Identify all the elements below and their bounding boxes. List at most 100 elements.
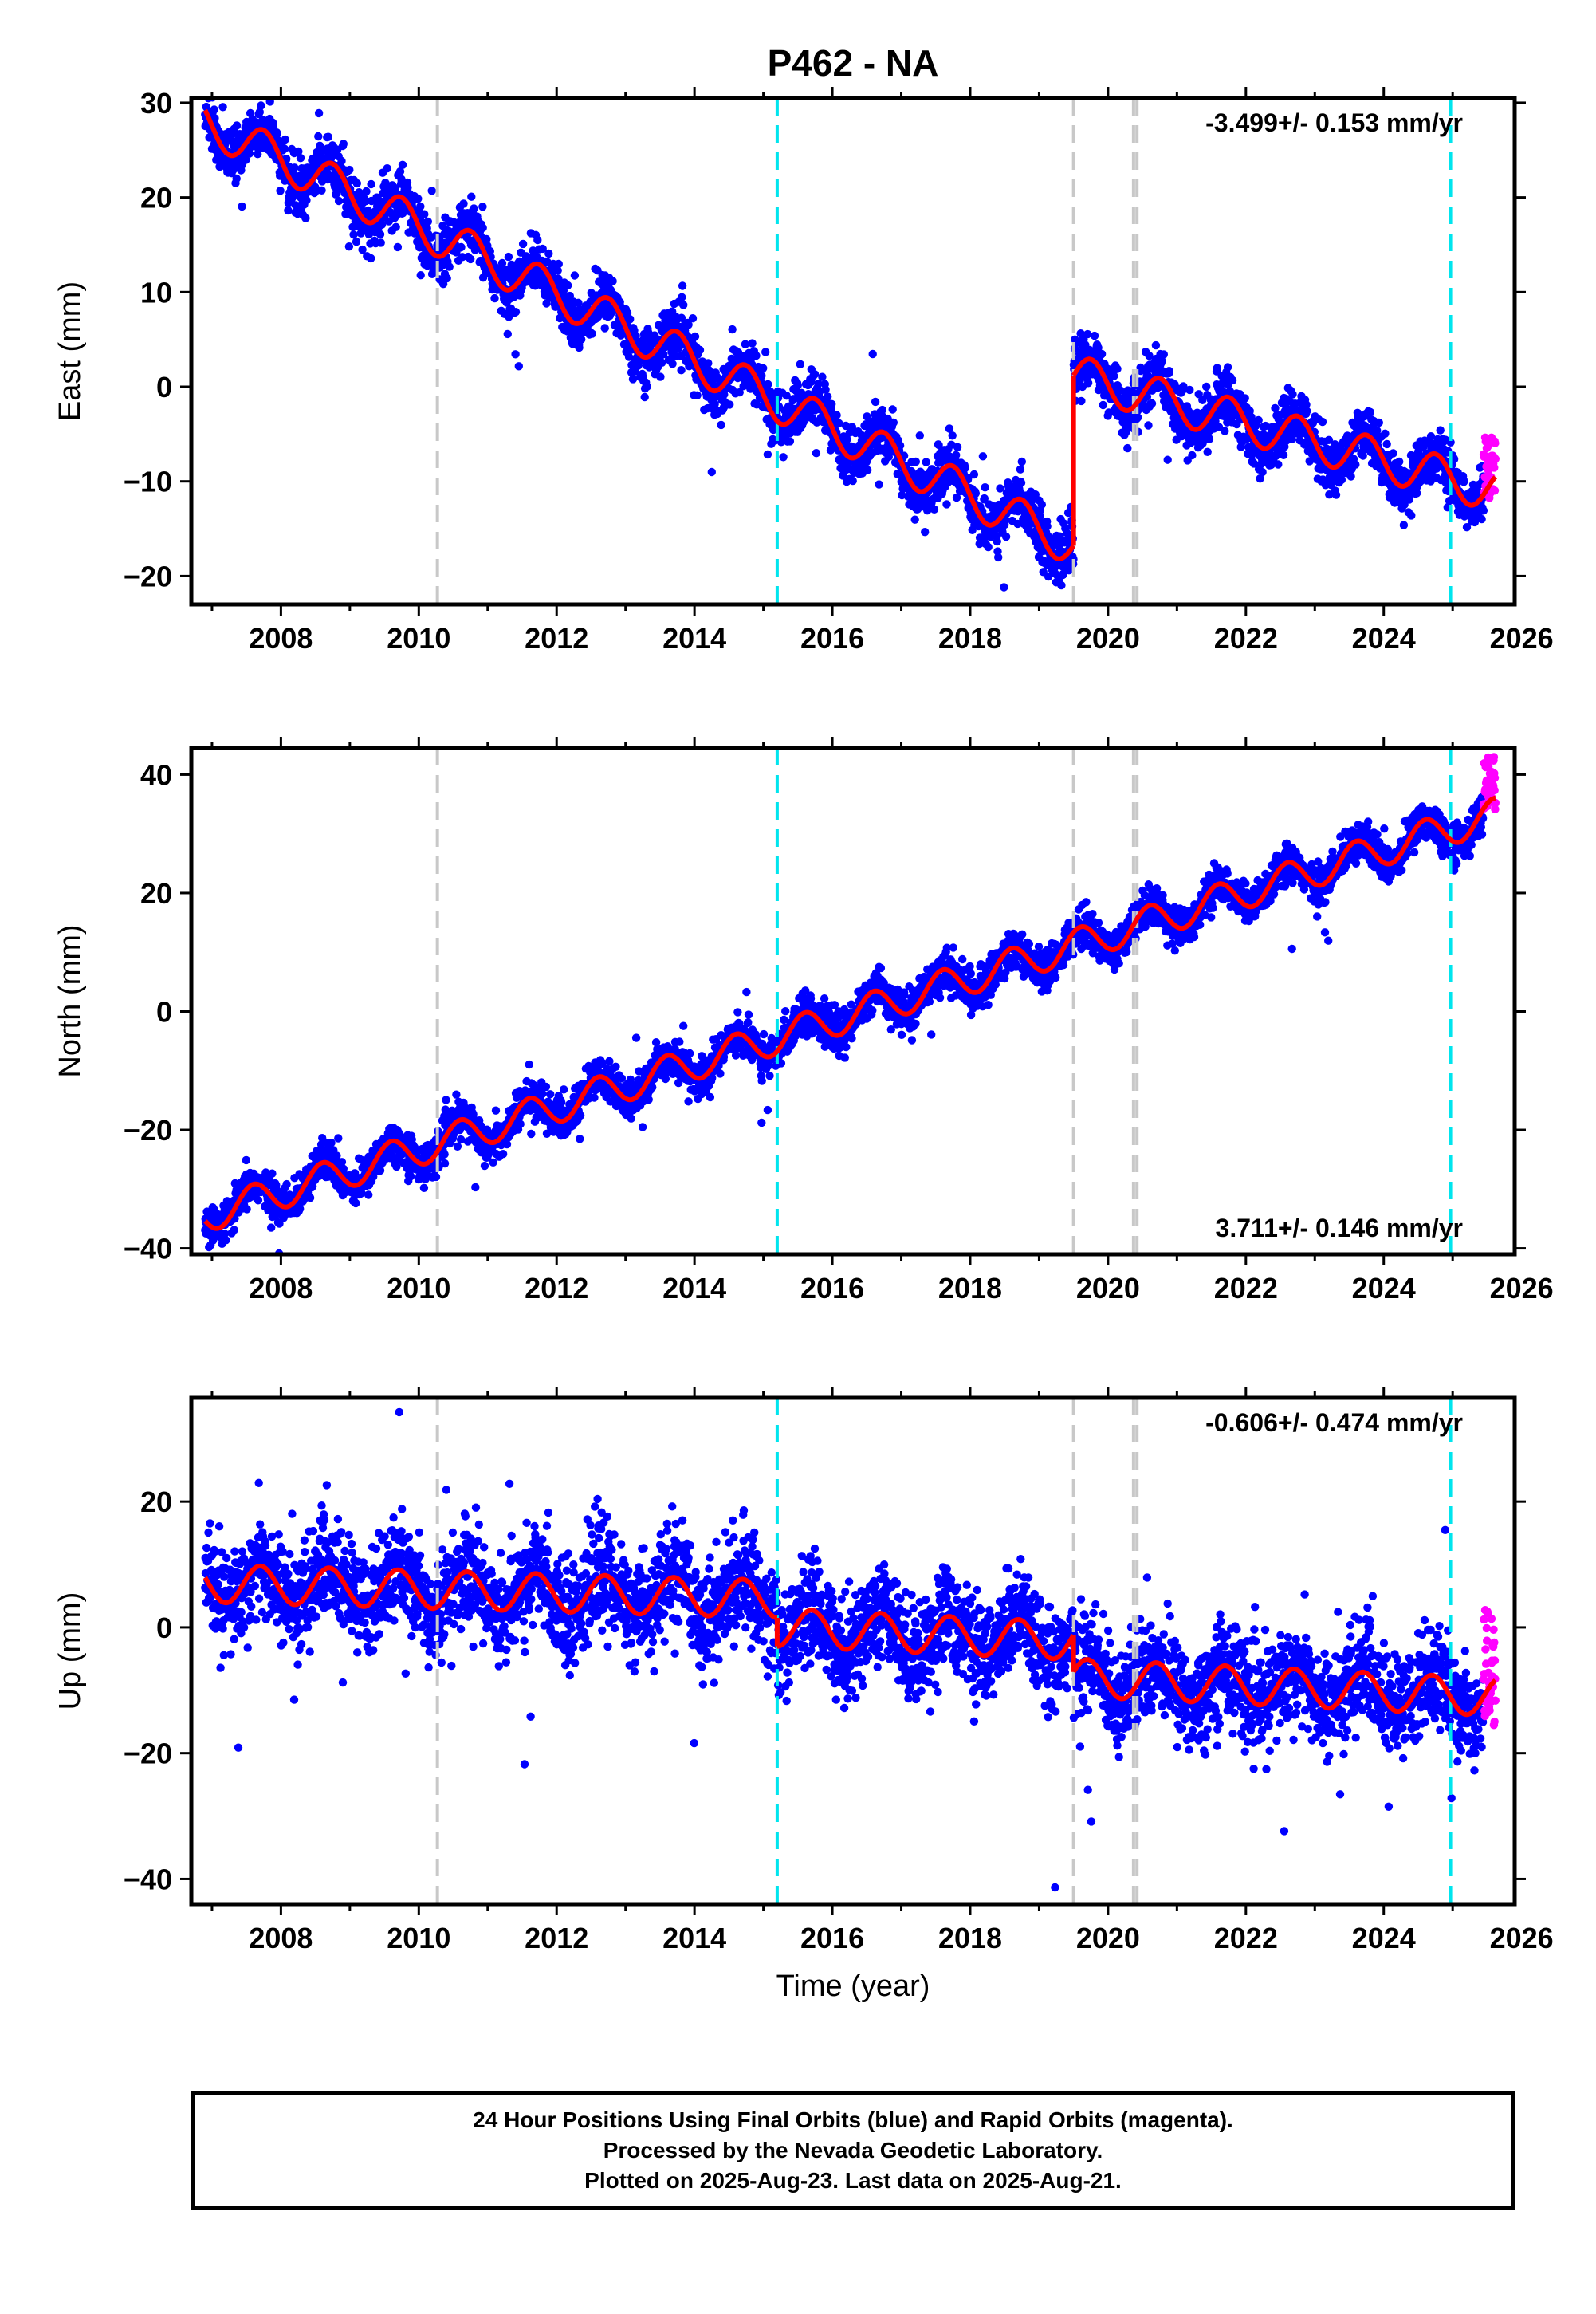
data-point bbox=[314, 108, 324, 118]
x-tick-label: 2016 bbox=[800, 622, 864, 655]
data-point bbox=[575, 343, 584, 352]
x-tick-label: 2022 bbox=[1214, 622, 1278, 655]
data-point bbox=[1271, 403, 1280, 413]
x-tick-label: 2008 bbox=[249, 622, 313, 655]
data-point bbox=[969, 470, 979, 479]
data-point bbox=[358, 245, 367, 254]
data-point bbox=[942, 500, 951, 509]
data-point bbox=[793, 381, 802, 390]
data-point bbox=[1163, 455, 1172, 464]
data-point bbox=[824, 392, 832, 401]
data-point bbox=[302, 195, 311, 205]
data-point bbox=[1288, 390, 1297, 399]
data-point bbox=[202, 86, 210, 94]
data-point bbox=[679, 301, 688, 309]
data-point bbox=[367, 254, 375, 263]
data-point bbox=[915, 431, 925, 440]
data-point bbox=[554, 259, 563, 269]
data-point bbox=[518, 239, 528, 249]
data-point bbox=[470, 204, 478, 213]
data-point bbox=[238, 202, 246, 211]
data-point bbox=[910, 515, 919, 524]
figure-title: P462 - NA bbox=[768, 42, 939, 84]
data-point bbox=[245, 149, 254, 158]
data-point bbox=[993, 537, 1001, 546]
data-point bbox=[511, 350, 520, 359]
data-point bbox=[1460, 478, 1468, 486]
data-point bbox=[1213, 364, 1222, 372]
x-tick-label: 2012 bbox=[525, 622, 588, 655]
data-point bbox=[961, 463, 969, 473]
data-point bbox=[717, 420, 725, 430]
data-point bbox=[1185, 385, 1194, 395]
data-point bbox=[707, 467, 716, 477]
data-point bbox=[324, 132, 332, 141]
x-tick-label: 2020 bbox=[1076, 622, 1140, 655]
data-point bbox=[232, 174, 241, 183]
data-point bbox=[821, 385, 830, 394]
data-point bbox=[668, 360, 677, 368]
data-point bbox=[1389, 449, 1397, 458]
data-point bbox=[1016, 478, 1026, 487]
data-point bbox=[1358, 451, 1367, 460]
panel-frame-east bbox=[189, 96, 1517, 607]
data-point bbox=[577, 335, 586, 344]
data-point bbox=[1147, 399, 1157, 408]
data-point bbox=[1099, 400, 1107, 410]
data-point bbox=[1205, 435, 1214, 443]
data-point bbox=[1097, 349, 1107, 359]
data-point bbox=[218, 103, 227, 112]
y-tick-label: 0 bbox=[156, 371, 172, 403]
x-tick-label: 2024 bbox=[1352, 622, 1416, 655]
data-point bbox=[945, 424, 954, 433]
data-point bbox=[1258, 467, 1267, 477]
data-point bbox=[423, 217, 432, 226]
data-point bbox=[375, 1166, 385, 1175]
data-point bbox=[301, 214, 310, 222]
data-point bbox=[779, 453, 788, 462]
rapid-data-point bbox=[1491, 439, 1500, 447]
data-point bbox=[1037, 500, 1047, 509]
data-point bbox=[242, 155, 250, 164]
data-point bbox=[1083, 379, 1093, 388]
data-point bbox=[1083, 329, 1092, 339]
data-point bbox=[1382, 439, 1391, 449]
data-point bbox=[1151, 340, 1161, 350]
data-point bbox=[1123, 443, 1132, 453]
data-point bbox=[626, 315, 635, 324]
data-point bbox=[564, 281, 572, 290]
data-point bbox=[1188, 451, 1197, 460]
data-point bbox=[222, 1236, 230, 1245]
data-point bbox=[1240, 394, 1249, 403]
data-point bbox=[273, 129, 281, 138]
data-point bbox=[305, 1194, 315, 1202]
data-point bbox=[1254, 415, 1263, 425]
data-point bbox=[1043, 521, 1052, 531]
data-point bbox=[337, 156, 346, 166]
data-point bbox=[533, 235, 542, 245]
plot-area-north bbox=[201, 748, 1500, 1254]
data-point bbox=[1399, 521, 1409, 529]
velocity-rate-label-east: -3.499+/- 0.153 mm/yr bbox=[1205, 108, 1463, 137]
data-point bbox=[728, 325, 737, 334]
plot-area-east bbox=[201, 86, 1500, 604]
data-point bbox=[1477, 514, 1486, 524]
data-point bbox=[362, 187, 371, 196]
data-point bbox=[230, 1226, 238, 1234]
data-point bbox=[1279, 451, 1288, 459]
data-point bbox=[317, 186, 326, 195]
data-point bbox=[818, 372, 827, 381]
data-point bbox=[570, 271, 580, 280]
data-point bbox=[242, 1155, 250, 1165]
data-point bbox=[888, 405, 897, 414]
data-point bbox=[1223, 363, 1232, 372]
data-point bbox=[1395, 457, 1404, 466]
data-point bbox=[482, 234, 491, 244]
panel-north: 2008 2010 2012 2014 2016 2018 2020 2022 2024 2026… bbox=[53, 737, 1554, 1305]
data-point bbox=[1407, 511, 1416, 520]
data-point bbox=[367, 179, 375, 189]
panel-east: 2008 2010 2012 2014 2016 2018 2020 2022 2024 2026… bbox=[53, 86, 1554, 655]
data-point bbox=[678, 293, 686, 301]
data-point bbox=[290, 163, 299, 172]
